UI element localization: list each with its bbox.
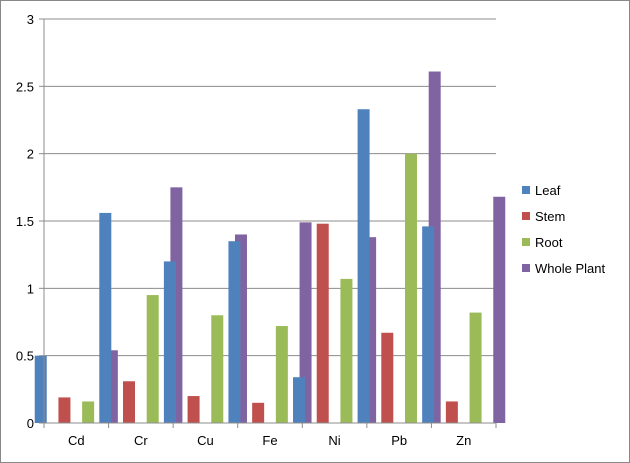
legend-swatch	[522, 212, 530, 220]
bar-root-cd	[82, 401, 95, 423]
x-tick-label: Zn	[456, 433, 471, 448]
y-axis-ticks: 0 0.5 1 1.5 2 2.5 3	[16, 12, 44, 431]
x-tick-label: Cu	[197, 433, 214, 448]
bar-stem-ni	[316, 223, 329, 423]
bar-leaf-fe	[228, 241, 241, 423]
bar-root-cu	[211, 315, 224, 423]
bar-root-zn	[469, 312, 482, 423]
y-tick-label: 2.5	[16, 79, 34, 94]
x-tick-label: Fe	[262, 433, 277, 448]
bar-root-pb	[404, 153, 417, 423]
bar-root-ni	[340, 278, 353, 423]
bar-leaf-cr	[99, 212, 112, 423]
bar-leaf-ni	[293, 377, 306, 423]
x-tick-label: Cr	[134, 433, 148, 448]
bar-leaf-pb	[357, 109, 370, 423]
bar-whole-plant-zn	[493, 196, 506, 423]
bar-stem-cu	[187, 396, 200, 423]
bar-leaf-zn	[422, 226, 435, 423]
x-tick-label: Pb	[391, 433, 407, 448]
bar-root-fe	[275, 326, 288, 423]
y-tick-label: 2	[27, 147, 34, 162]
y-tick-label: 1.5	[16, 214, 34, 229]
legend-label: Stem	[535, 209, 565, 224]
legend-label: Whole Plant	[535, 261, 605, 276]
bar-stem-fe	[252, 402, 265, 423]
gridlines	[44, 18, 496, 357]
bar-leaf-cu	[163, 261, 176, 423]
x-axis-ticks: Cd Cr Cu Fe Ni Pb Zn	[43, 423, 497, 448]
bar-leaf-cd	[34, 355, 47, 423]
legend-label: Leaf	[535, 183, 561, 198]
bars	[34, 71, 506, 424]
bar-stem-cr	[123, 381, 136, 423]
bar-stem-cd	[58, 397, 71, 423]
y-tick-label: 1	[27, 281, 34, 296]
legend-swatch	[522, 264, 530, 272]
bar-whole-plant-fe	[299, 222, 312, 423]
legend: Leaf Stem Root Whole Plant	[522, 183, 605, 276]
x-tick-label: Ni	[328, 433, 340, 448]
bar-stem-pb	[381, 332, 394, 423]
y-tick-label: 0	[27, 416, 34, 431]
bar-root-cr	[146, 295, 159, 423]
legend-label: Root	[535, 235, 563, 250]
legend-swatch	[522, 186, 530, 194]
x-tick-label: Cd	[68, 433, 85, 448]
y-tick-label: 0.5	[16, 349, 34, 364]
y-tick-label: 3	[27, 12, 34, 27]
legend-swatch	[522, 238, 530, 246]
bar-stem-zn	[445, 401, 458, 423]
